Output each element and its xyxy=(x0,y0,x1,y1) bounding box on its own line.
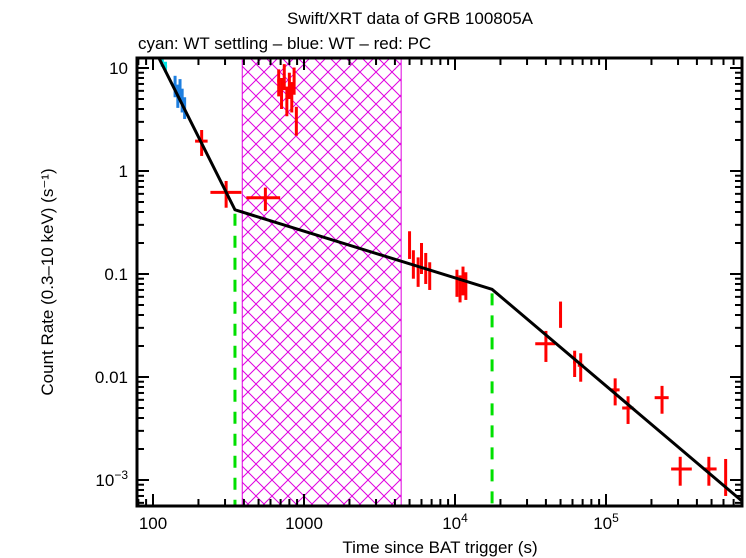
y-tick-label: 1 xyxy=(119,162,128,181)
data-point xyxy=(294,106,298,136)
data-point xyxy=(724,458,728,496)
data-point xyxy=(455,269,459,297)
y-tick-label: 10 xyxy=(109,59,128,78)
data-point xyxy=(671,456,692,486)
data-point xyxy=(654,385,669,414)
plot-frame xyxy=(135,56,744,508)
data-point xyxy=(246,187,281,211)
y-tick-label: 0.1 xyxy=(104,265,128,284)
x-axis-label: Time since BAT trigger (s) xyxy=(342,538,537,557)
data-point xyxy=(290,82,294,113)
data-point xyxy=(573,350,577,377)
data-point xyxy=(292,67,296,95)
excluded-interval xyxy=(241,58,402,506)
data-point xyxy=(416,257,420,287)
y-tick-label: 0.01 xyxy=(95,368,128,387)
x-tick-label: 1000 xyxy=(285,514,323,533)
data-point xyxy=(285,86,289,117)
chart-subtitle: cyan: WT settling – blue: WT – red: PC xyxy=(138,34,431,53)
y-axis-label: Count Rate (0.3–10 keV) (s⁻¹) xyxy=(38,168,57,395)
data-point xyxy=(180,88,184,113)
x-tick-label: 100 xyxy=(139,514,167,533)
data-point xyxy=(277,69,281,97)
data-point xyxy=(420,242,424,274)
data-point xyxy=(280,77,284,109)
data-point xyxy=(287,72,291,100)
y-tick-label: 10−3 xyxy=(95,468,128,490)
data-point xyxy=(559,301,563,328)
data-point xyxy=(428,262,432,290)
x-tick-label: 105 xyxy=(593,511,619,533)
data-point xyxy=(282,64,286,91)
chart-title: Swift/XRT data of GRB 100805A xyxy=(287,9,534,28)
data-point xyxy=(464,272,468,300)
x-tick-label: 104 xyxy=(442,511,468,533)
data-point xyxy=(408,231,412,259)
model-fit-line xyxy=(157,58,742,503)
